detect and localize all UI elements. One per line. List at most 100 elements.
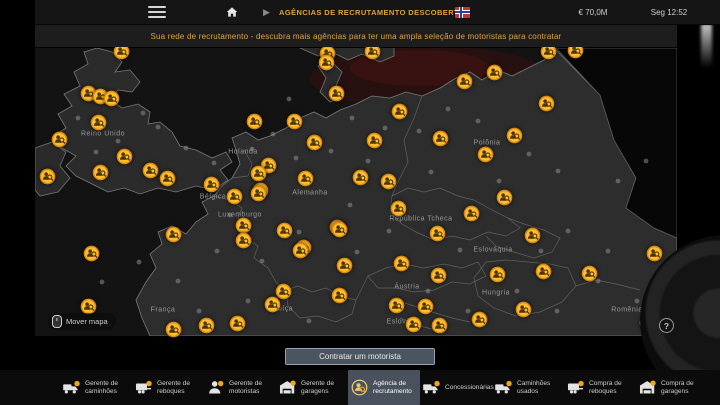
recruitment-agency-marker[interactable]: [496, 189, 513, 206]
recruitment-agency-marker[interactable]: [264, 296, 281, 313]
recruitment-agency-marker[interactable]: [92, 164, 109, 181]
city-dot: [555, 168, 561, 174]
city-dot: [365, 158, 371, 164]
recruitment-agency-marker[interactable]: [515, 301, 532, 318]
recruitment-agency-marker[interactable]: [250, 165, 267, 182]
recruitment-agency-marker[interactable]: [165, 226, 182, 243]
recruitment-agency-marker[interactable]: [198, 317, 215, 334]
tab-label: Compra de reboques: [589, 379, 622, 395]
city-dot: [296, 229, 302, 235]
notification-text: Sua rede de recrutamento - descubra mais…: [150, 31, 562, 41]
recruitment-agency-marker[interactable]: [276, 222, 293, 239]
tab-gerente-de-reboques[interactable]: Gerente de reboques: [132, 370, 204, 405]
recruitment-agency-marker[interactable]: [142, 162, 159, 179]
chevron-right-icon: ▶: [263, 6, 270, 17]
recruitment-agency-marker[interactable]: [292, 242, 309, 259]
recruitment-agency-marker[interactable]: [306, 134, 323, 151]
recruitment-agency-marker[interactable]: [366, 132, 383, 149]
hire-driver-button[interactable]: Contratar um motorista: [285, 348, 435, 365]
recruitment-agency-marker[interactable]: [380, 173, 397, 190]
city-dot: [249, 146, 255, 152]
tab-caminhoes-usados[interactable]: Caminhões usados: [492, 370, 564, 405]
city-dot: [99, 279, 105, 285]
tab-agencia-de-recrutamento[interactable]: Agência de recrutamento: [348, 370, 420, 405]
recruitment-agency-marker[interactable]: [486, 64, 503, 81]
mouse-icon: [52, 315, 62, 328]
recruitment-agency-marker[interactable]: [331, 221, 348, 238]
city-dot: [183, 145, 189, 151]
city-dot: [595, 278, 601, 284]
recruitment-agency-marker[interactable]: [331, 287, 348, 304]
city-dot: [475, 118, 481, 124]
tab-compra-de-garagens[interactable]: Compra de garagens: [636, 370, 708, 405]
recruitment-agency-marker[interactable]: [429, 225, 446, 242]
truck-euro-icon: [422, 378, 441, 397]
recruitment-agency-marker[interactable]: [524, 227, 541, 244]
tab-concessionarias[interactable]: Concessionárias: [420, 370, 494, 405]
city-dot: [457, 247, 463, 253]
tab-compra-de-reboques[interactable]: Compra de reboques: [564, 370, 636, 405]
recruitment-agency-marker[interactable]: [336, 257, 353, 274]
recruitment-agency-marker[interactable]: [286, 113, 303, 130]
home-icon[interactable]: [225, 0, 239, 24]
recruitment-agency-marker[interactable]: [90, 114, 107, 131]
recruitment-agency-marker[interactable]: [391, 103, 408, 120]
recruitment-agency-marker[interactable]: [203, 176, 220, 193]
recruitment-agency-marker[interactable]: [103, 90, 120, 107]
city-dot: [445, 106, 451, 112]
recruitment-agency-marker[interactable]: [116, 148, 133, 165]
recruitment-agency-marker[interactable]: [463, 205, 480, 222]
recruitment-agency-marker[interactable]: [430, 267, 447, 284]
recruitment-agency-marker[interactable]: [328, 85, 345, 102]
trailer-money-icon: [566, 378, 585, 397]
recruitment-agency-marker[interactable]: [506, 127, 523, 144]
recruitment-agency-marker[interactable]: [431, 317, 448, 334]
trailer-gear-icon: [134, 378, 153, 397]
recruitment-agency-marker[interactable]: [388, 297, 405, 314]
recruitment-agency-marker[interactable]: [538, 95, 555, 112]
recruitment-agency-marker[interactable]: [432, 130, 449, 147]
city-dot: [526, 151, 532, 157]
tab-gerente-de-motoristas[interactable]: Gerente de motoristas: [204, 370, 276, 405]
recruitment-agency-marker[interactable]: [226, 188, 243, 205]
tab-gerente-de-caminhoes[interactable]: Gerente de caminhões: [60, 370, 132, 405]
recruitment-agency-marker[interactable]: [477, 146, 494, 163]
menu-icon[interactable]: [147, 0, 167, 24]
recruitment-agency-marker[interactable]: [39, 168, 56, 185]
recruitment-agency-marker[interactable]: [417, 298, 434, 315]
tab-gerente-de-garagens[interactable]: Gerente de garagens: [276, 370, 348, 405]
recruitment-agency-marker[interactable]: [159, 170, 176, 187]
city-dot: [354, 249, 360, 255]
recruitment-agency-marker[interactable]: [83, 245, 100, 262]
city-dot: [115, 138, 121, 144]
recruitment-agency-marker[interactable]: [229, 315, 246, 332]
recruitment-agency-marker[interactable]: [405, 316, 422, 333]
city-dot: [386, 228, 392, 234]
recruitment-agency-marker[interactable]: [80, 298, 97, 315]
breadcrumb: AGÊNCIAS DE RECRUTAMENTO DESCOBERTAS: [279, 7, 470, 17]
garage-gear-icon: [278, 378, 297, 397]
help-button[interactable]: ?: [659, 318, 674, 333]
recruitment-agency-marker[interactable]: [246, 113, 263, 130]
city-dot: [605, 248, 611, 254]
recruitment-agency-marker[interactable]: [471, 311, 488, 328]
recruitment-agency-marker[interactable]: [51, 131, 68, 148]
move-map-hint[interactable]: Mover mapa: [48, 313, 116, 330]
recruitment-agency-marker[interactable]: [489, 266, 506, 283]
recruitment-agency-marker[interactable]: [352, 169, 369, 186]
recruitment-agency-marker[interactable]: [318, 54, 335, 71]
recruitment-agency-marker[interactable]: [581, 265, 598, 282]
recruitment-agency-marker[interactable]: [235, 232, 252, 249]
garage-light-backdrop: [701, 24, 712, 68]
recruitment-agency-marker[interactable]: [393, 255, 410, 272]
recruitment-agency-marker[interactable]: [646, 245, 663, 262]
recruitment-agency-marker[interactable]: [250, 185, 267, 202]
recruitment-agency-marker[interactable]: [456, 73, 473, 90]
recruitment-agency-marker[interactable]: [390, 200, 407, 217]
city-dot: [211, 160, 217, 166]
recruitment-agency-marker[interactable]: [535, 263, 552, 280]
recruitment-agency-marker[interactable]: [165, 321, 182, 338]
recruitment-agency-marker[interactable]: [297, 170, 314, 187]
